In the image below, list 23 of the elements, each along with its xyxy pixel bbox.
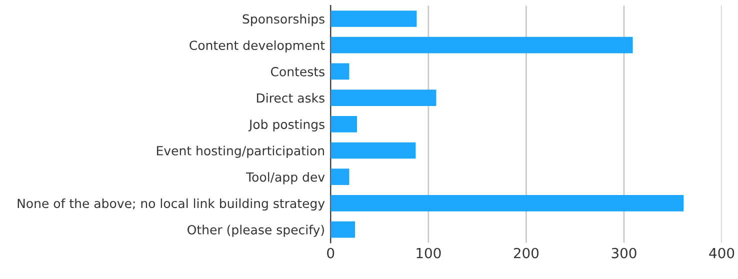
y-tick-label: Other (please specify) <box>188 224 324 237</box>
bar <box>330 168 350 186</box>
bar <box>330 36 633 54</box>
bar <box>330 10 417 27</box>
bar <box>330 116 358 132</box>
bar <box>330 195 684 212</box>
x-tick-label: 400 <box>709 248 734 258</box>
bar <box>330 63 350 80</box>
y-tick-label: Contests <box>270 66 324 76</box>
bar <box>330 142 416 159</box>
bar <box>330 90 436 106</box>
y-tick-label: None of the above; no local link building strategy <box>18 198 325 211</box>
y-tick-label: Direct asks <box>256 93 324 103</box>
y-tick-label: Sponsorships <box>242 14 324 26</box>
x-tick-label: 200 <box>514 248 539 258</box>
y-tick-label: Event hosting/participation <box>156 146 324 158</box>
x-tick-label: 300 <box>612 248 636 258</box>
x-tick-label: 100 <box>416 248 441 258</box>
x-tick-label: 0 <box>327 248 334 258</box>
y-tick-label: Content development <box>190 40 325 52</box>
y-tick-label: Tool/app dev <box>246 172 325 184</box>
bar <box>330 221 356 238</box>
y-tick-label: Job postings <box>248 119 324 132</box>
